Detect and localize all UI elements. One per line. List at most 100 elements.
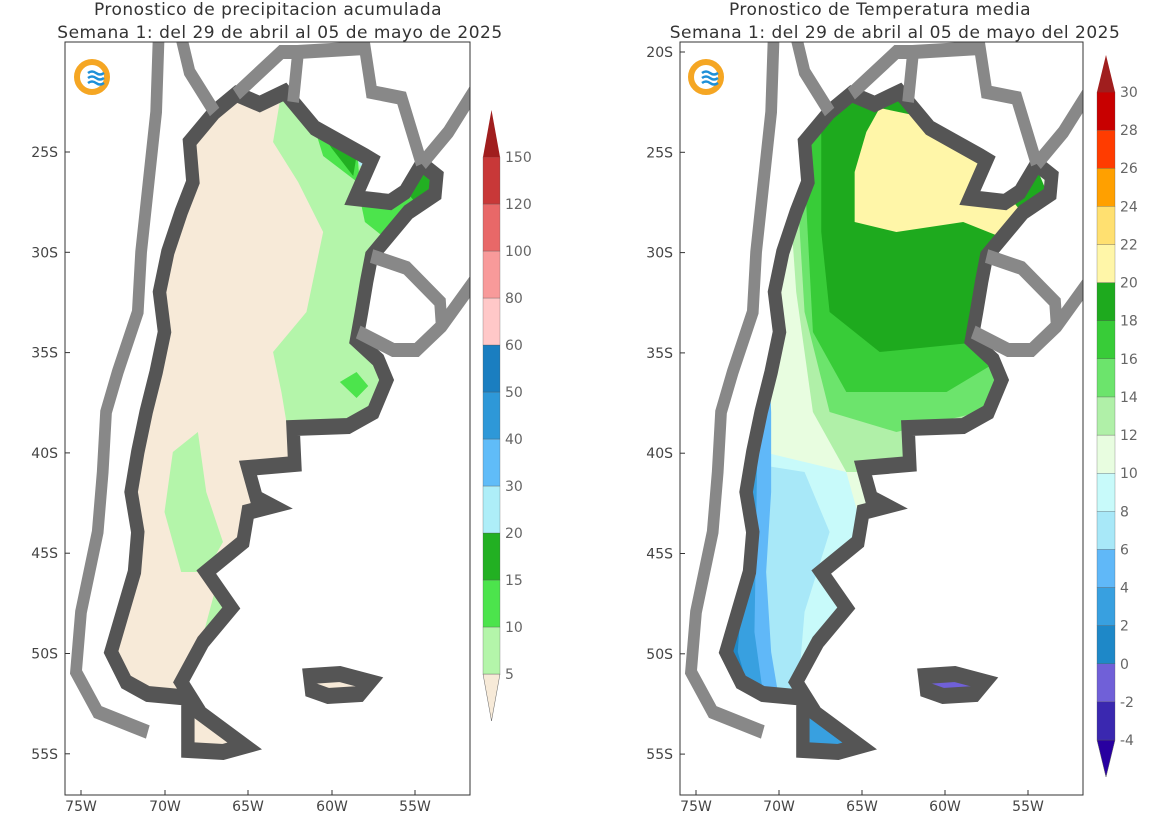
- colorbar-label: 40: [505, 432, 523, 448]
- colorbar-segment: [482, 438, 501, 487]
- precip-fill: [111, 92, 437, 752]
- colorbar-label: 20: [505, 526, 523, 542]
- colorbar-label: 6: [1120, 542, 1129, 558]
- colorbar-label: 22: [1120, 237, 1138, 253]
- colorbar-label: 8: [1120, 504, 1129, 520]
- colorbar-label: 20: [1120, 276, 1138, 292]
- temperature-fill: [726, 92, 1052, 752]
- colorbar-segment: [1096, 320, 1116, 359]
- temperature-map: Pronostico de Temperatura media Semana 1…: [646, 0, 1138, 815]
- map-subtitle: Semana 1: del 29 de abril al 05 de mayo …: [57, 23, 502, 43]
- y-tick-label: 25S: [646, 145, 673, 161]
- colorbar-label: 30: [1120, 85, 1138, 101]
- colorbar-label: 30: [505, 479, 523, 495]
- colorbar-min-arrow: [1096, 739, 1116, 778]
- colorbar-segment: [1096, 396, 1116, 436]
- y-tick-label: 25S: [31, 145, 58, 161]
- map-title: Pronostico de Temperatura media: [729, 0, 1031, 20]
- colorbar-label: 26: [1120, 161, 1138, 177]
- y-tick-label: 55S: [646, 747, 673, 763]
- colorbar-segment: [1096, 91, 1116, 131]
- colorbar-segment: [482, 250, 501, 299]
- y-tick-label: 45S: [31, 546, 58, 562]
- colorbar-segment: [1096, 473, 1116, 512]
- colorbar-label: 4: [1120, 581, 1129, 597]
- colorbar-label: 60: [505, 338, 523, 354]
- colorbar-label: 16: [1120, 352, 1138, 368]
- x-tick-label: 65W: [846, 799, 878, 815]
- colorbar: 5 10 15 20 30 40 50 60 80 100 120 150: [482, 110, 532, 722]
- colorbar-label: 0: [1120, 657, 1129, 673]
- colorbar-segment: [482, 626, 501, 675]
- colorbar-segment: [482, 579, 501, 628]
- colorbar-label: 24: [1120, 199, 1138, 215]
- map-subtitle: Semana 1: del 29 de abril al 05 de mayo …: [670, 23, 1121, 43]
- colorbar-max-arrow: [483, 110, 500, 157]
- x-tick-label: 70W: [149, 799, 181, 815]
- y-tick-label: 45S: [646, 547, 673, 563]
- colorbar-label: 150: [505, 150, 532, 166]
- x-tick-label: 70W: [763, 799, 795, 815]
- y-tick-label: 35S: [31, 346, 58, 362]
- colorbar-segment: [482, 156, 501, 205]
- colorbar-label: -4: [1120, 733, 1134, 749]
- colorbar-label: -2: [1120, 695, 1134, 711]
- x-tick-label: 75W: [65, 799, 97, 815]
- colorbar-segment: [1096, 701, 1116, 741]
- colorbar-label: 10: [1120, 466, 1138, 482]
- x-tick-label: 65W: [232, 799, 264, 815]
- x-tick-label: 55W: [399, 799, 431, 815]
- y-tick-label: 30S: [646, 246, 673, 262]
- colorbar-segment: [1096, 282, 1116, 321]
- colorbar-label: 10: [505, 620, 523, 636]
- colorbar-segment: [1096, 549, 1116, 588]
- precipitation-map: Pronostico de precipitacion acumulada Se…: [31, 0, 532, 815]
- y-tick-label: 35S: [646, 346, 673, 362]
- colorbar-label: 120: [505, 197, 532, 213]
- logo: [74, 59, 110, 95]
- y-tick-label: 55S: [31, 747, 58, 763]
- y-tick-label: 20S: [646, 45, 673, 61]
- colorbar-segment: [1096, 434, 1116, 474]
- y-tick-label: 50S: [31, 647, 58, 663]
- colorbar-segment: [1096, 663, 1116, 703]
- colorbar-segment: [482, 203, 501, 252]
- colorbar-segment: [482, 485, 501, 534]
- colorbar-max-arrow: [1097, 55, 1115, 92]
- colorbar-segment: [1096, 206, 1116, 245]
- colorbar-label: 80: [505, 291, 523, 307]
- colorbar-segment: [1096, 129, 1116, 169]
- y-tick-label: 50S: [646, 647, 673, 663]
- colorbar-segment: [482, 532, 501, 581]
- y-tick-label: 30S: [31, 245, 58, 261]
- colorbar-label: 14: [1120, 390, 1138, 406]
- colorbar-segment: [482, 297, 501, 346]
- colorbar-segment: [1096, 358, 1116, 398]
- colorbar-min-arrow: [482, 673, 501, 722]
- colorbar-label: 100: [505, 244, 532, 260]
- colorbar-label: 50: [505, 385, 523, 401]
- map-title: Pronostico de precipitacion acumulada: [94, 0, 442, 20]
- x-tick-label: 55W: [1012, 799, 1044, 815]
- logo: [688, 59, 724, 95]
- y-tick-label: 40S: [31, 446, 58, 462]
- colorbar-segment: [482, 391, 501, 440]
- colorbar-label: 12: [1120, 428, 1138, 444]
- x-tick-label: 60W: [929, 799, 961, 815]
- y-tick-label: 40S: [646, 446, 673, 462]
- colorbar-label: 18: [1120, 314, 1138, 330]
- x-tick-label: 60W: [316, 799, 348, 815]
- colorbar-segment: [1096, 168, 1116, 207]
- colorbar-segment: [1096, 587, 1116, 626]
- colorbar-label: 28: [1120, 123, 1138, 139]
- x-tick-label: 75W: [680, 799, 712, 815]
- colorbar-segment: [1096, 244, 1116, 283]
- colorbar-segment: [1096, 511, 1116, 550]
- colorbar-label: 15: [505, 573, 523, 589]
- colorbar-segment: [1096, 625, 1116, 664]
- colorbar-label: 5: [505, 667, 514, 683]
- map-frame: [679, 41, 1084, 796]
- colorbar-segment: [482, 344, 501, 393]
